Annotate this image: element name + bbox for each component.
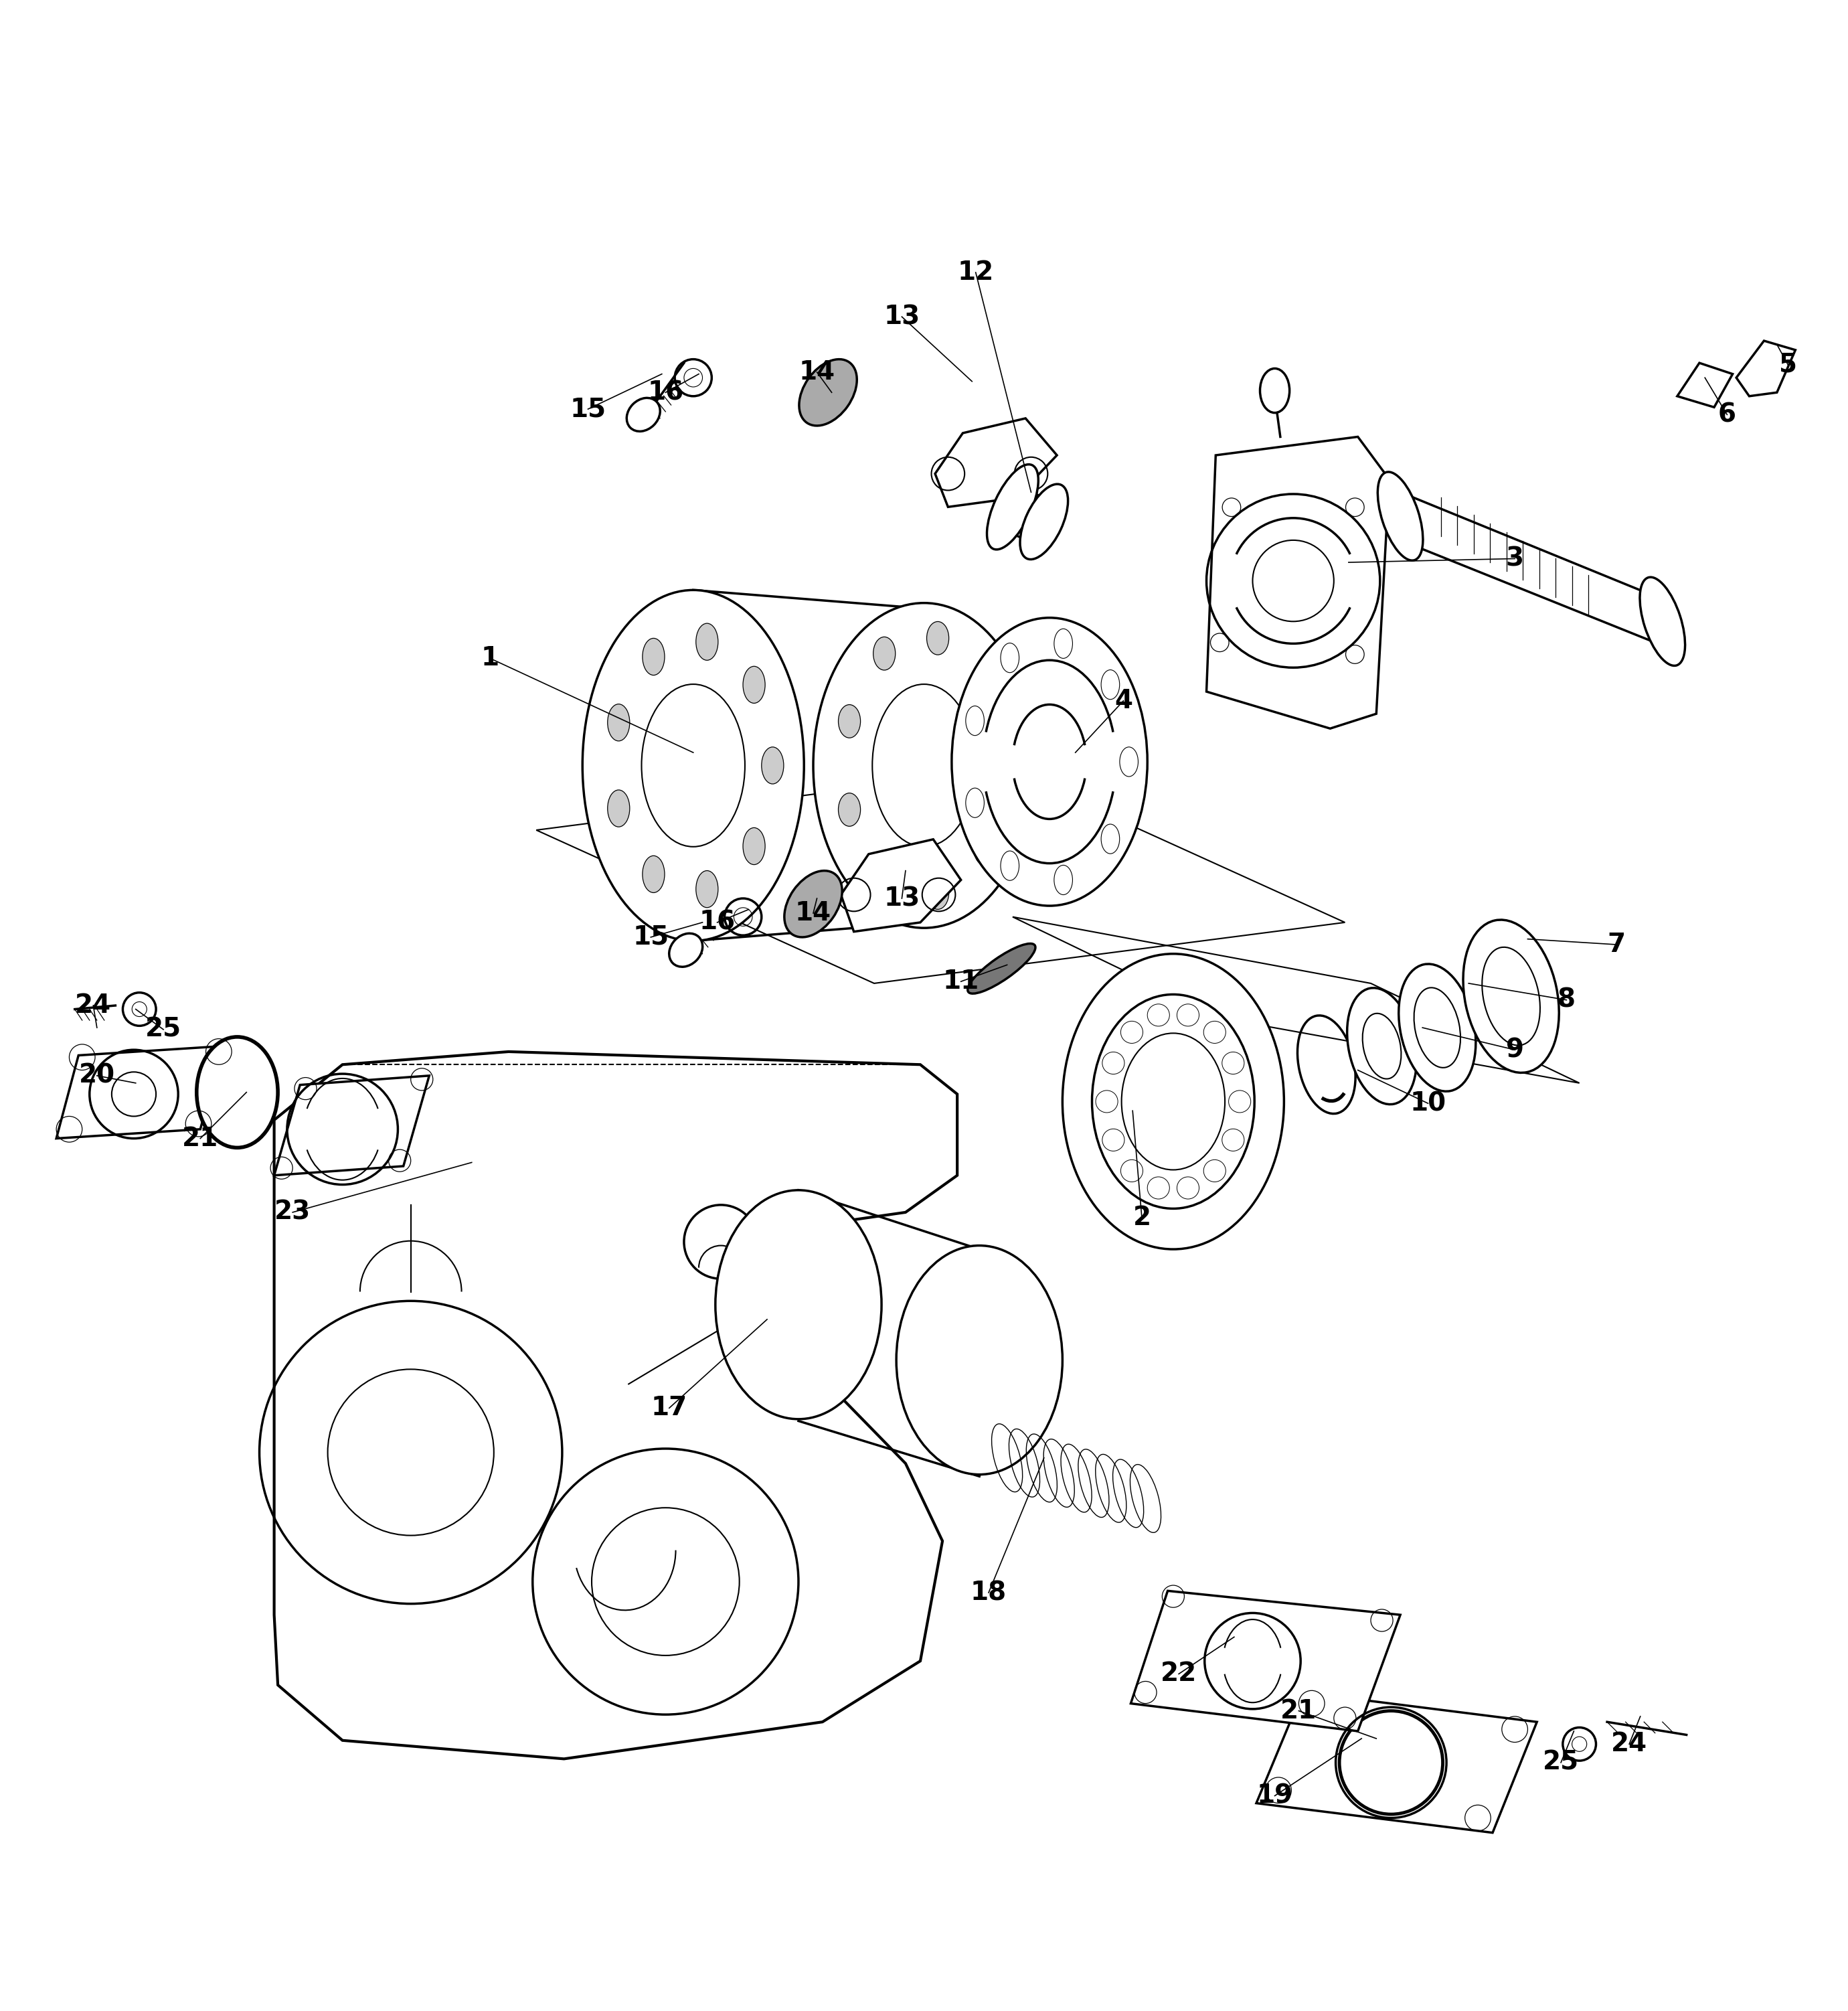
Text: 20: 20 <box>79 1064 115 1088</box>
Ellipse shape <box>1340 1711 1443 1814</box>
Ellipse shape <box>715 1191 881 1420</box>
Polygon shape <box>1678 362 1733 408</box>
Text: 24: 24 <box>76 993 111 1018</box>
Ellipse shape <box>697 623 719 660</box>
Ellipse shape <box>697 871 719 907</box>
Ellipse shape <box>1063 953 1284 1249</box>
Ellipse shape <box>1639 577 1685 666</box>
Polygon shape <box>55 1046 222 1138</box>
Ellipse shape <box>669 933 702 967</box>
Text: 25: 25 <box>1543 1750 1578 1776</box>
Text: 15: 15 <box>632 925 669 949</box>
Ellipse shape <box>1347 987 1417 1104</box>
Text: 7: 7 <box>1608 931 1626 957</box>
Text: 14: 14 <box>795 901 832 925</box>
Ellipse shape <box>952 617 1148 905</box>
Text: 13: 13 <box>883 304 920 330</box>
Ellipse shape <box>974 666 996 700</box>
Text: 15: 15 <box>569 396 606 422</box>
Ellipse shape <box>1464 919 1560 1072</box>
Ellipse shape <box>1399 963 1477 1092</box>
Ellipse shape <box>196 1038 277 1148</box>
Ellipse shape <box>874 861 896 895</box>
Ellipse shape <box>608 790 630 827</box>
Ellipse shape <box>992 748 1015 782</box>
Text: 11: 11 <box>942 969 979 993</box>
Polygon shape <box>1131 1591 1401 1731</box>
Ellipse shape <box>784 871 843 937</box>
Text: 13: 13 <box>883 885 920 911</box>
Text: 23: 23 <box>275 1201 310 1225</box>
Ellipse shape <box>798 360 857 426</box>
Ellipse shape <box>743 829 765 865</box>
Text: 25: 25 <box>146 1018 181 1042</box>
Ellipse shape <box>874 637 896 670</box>
Ellipse shape <box>839 792 861 827</box>
Ellipse shape <box>813 603 1035 927</box>
Ellipse shape <box>1260 368 1290 412</box>
Polygon shape <box>1257 1693 1538 1832</box>
Polygon shape <box>1207 436 1390 728</box>
Polygon shape <box>841 839 961 931</box>
Text: 6: 6 <box>1719 402 1735 428</box>
Ellipse shape <box>974 833 996 865</box>
Text: 24: 24 <box>1611 1731 1647 1758</box>
Ellipse shape <box>743 666 765 704</box>
Polygon shape <box>1737 340 1796 396</box>
Text: 22: 22 <box>1161 1661 1198 1687</box>
Text: 14: 14 <box>798 360 835 384</box>
Text: 21: 21 <box>1281 1697 1318 1723</box>
Text: 4: 4 <box>1114 688 1133 714</box>
Ellipse shape <box>1020 485 1068 559</box>
Ellipse shape <box>608 704 630 740</box>
Text: 10: 10 <box>1410 1090 1447 1116</box>
Text: 5: 5 <box>1780 352 1796 378</box>
Text: 21: 21 <box>183 1126 218 1150</box>
Text: 12: 12 <box>957 259 994 286</box>
Text: 16: 16 <box>647 380 684 404</box>
Ellipse shape <box>643 857 665 893</box>
Ellipse shape <box>839 704 861 738</box>
Polygon shape <box>274 1052 957 1760</box>
Text: 1: 1 <box>480 646 499 672</box>
Ellipse shape <box>926 621 948 656</box>
Text: 9: 9 <box>1506 1038 1525 1062</box>
Text: 17: 17 <box>650 1396 687 1420</box>
Ellipse shape <box>926 877 948 909</box>
Text: 16: 16 <box>699 909 736 935</box>
Ellipse shape <box>968 943 1035 993</box>
Ellipse shape <box>582 589 804 941</box>
Text: 2: 2 <box>1133 1205 1151 1231</box>
Polygon shape <box>935 418 1057 507</box>
Ellipse shape <box>643 637 665 676</box>
Text: 18: 18 <box>970 1581 1007 1605</box>
Ellipse shape <box>1377 473 1423 561</box>
Ellipse shape <box>626 398 660 430</box>
Ellipse shape <box>761 746 784 784</box>
Polygon shape <box>274 1076 429 1174</box>
Text: 8: 8 <box>1558 987 1576 1014</box>
Ellipse shape <box>987 465 1039 549</box>
Ellipse shape <box>896 1245 1063 1474</box>
Text: 3: 3 <box>1506 545 1525 571</box>
Text: 19: 19 <box>1257 1784 1294 1808</box>
